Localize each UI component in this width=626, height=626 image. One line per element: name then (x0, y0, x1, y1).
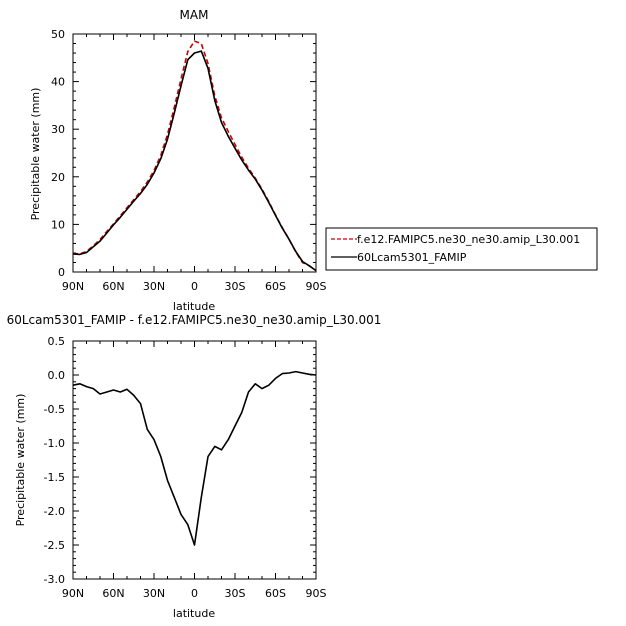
bottom-x-tick-label: 60N (102, 587, 124, 600)
bottom-y-axis-label: Precipitable water (mm) (14, 394, 27, 527)
bottom-x-tick-label: 60S (265, 587, 286, 600)
bottom-y-tick-label: -2.0 (44, 505, 65, 518)
legend-label-series-2: 60Lcam5301_FAMIP (357, 251, 467, 264)
top-axis-ticks: 90N 60N 30N 0 30S 60S 90S 0 10 20 30 40 50 (51, 28, 327, 293)
bottom-series-line-1 (72, 370, 317, 546)
bottom-y-tick-label: 0.0 (48, 369, 66, 382)
top-x-tick-label: 90S (306, 280, 327, 293)
bottom-x-axis-label: latitude (173, 607, 215, 620)
top-panel: MAM 90N 60N 30N 0 30S 60S 90S 0 10 20 30 40 50 latit… (29, 8, 327, 313)
top-x-tick-label: 30N (143, 280, 165, 293)
top-y-tick-label: 10 (51, 218, 65, 231)
top-y-tick-label: 50 (51, 28, 65, 41)
bottom-y-tick-label: -3.0 (44, 573, 65, 586)
legend-frame (325, 227, 598, 271)
bottom-y-tick-label: -0.5 (44, 403, 65, 416)
top-x-tick-label: 30S (225, 280, 246, 293)
bottom-x-tick-label: 30S (225, 587, 246, 600)
top-plot-frame (72, 33, 317, 273)
top-chart-title: MAM (180, 8, 209, 22)
top-x-tick-label: 0 (191, 280, 198, 293)
top-series-line-1 (72, 40, 317, 272)
top-y-tick-label: 0 (58, 266, 65, 279)
top-y-axis-label: Precipitable water (mm) (29, 88, 42, 221)
bottom-y-tick-label: 0.5 (48, 335, 66, 348)
top-x-tick-label: 60S (265, 280, 286, 293)
bottom-x-tick-label: 90N (62, 587, 84, 600)
top-series-line-2 (72, 50, 317, 272)
bottom-chart-title: 60Lcam5301_FAMIP - f.e12.FAMIPC5.ne30_ne… (7, 313, 382, 327)
bottom-panel: 60Lcam5301_FAMIP - f.e12.FAMIPC5.ne30_ne… (7, 313, 382, 620)
bottom-x-tick-label: 90S (306, 587, 327, 600)
top-x-tick-label: 90N (62, 280, 84, 293)
top-y-tick-label: 40 (51, 76, 65, 89)
top-series-lines (72, 40, 317, 272)
bottom-x-tick-label: 0 (191, 587, 198, 600)
top-y-tick-label: 20 (51, 171, 65, 184)
legend-label-series-1: f.e12.FAMIPC5.ne30_ne30.amip_L30.001 (357, 233, 580, 246)
bottom-y-tick-label: -1.5 (44, 471, 65, 484)
top-x-axis-label: latitude (173, 300, 215, 313)
top-y-tick-label: 30 (51, 123, 65, 136)
bottom-x-tick-label: 30N (143, 587, 165, 600)
bottom-series-lines (72, 370, 317, 546)
bottom-axis-ticks: 90N 60N 30N 0 30S 60S 90S 0.5 0.0 -0.5 -1.0 -1.5 -2.… (44, 335, 327, 600)
top-x-tick-label: 60N (102, 280, 124, 293)
bottom-y-tick-label: -2.5 (44, 539, 65, 552)
bottom-y-tick-label: -1.0 (44, 437, 65, 450)
legend: f.e12.FAMIPC5.ne30_ne30.amip_L30.001 60L… (325, 227, 598, 271)
